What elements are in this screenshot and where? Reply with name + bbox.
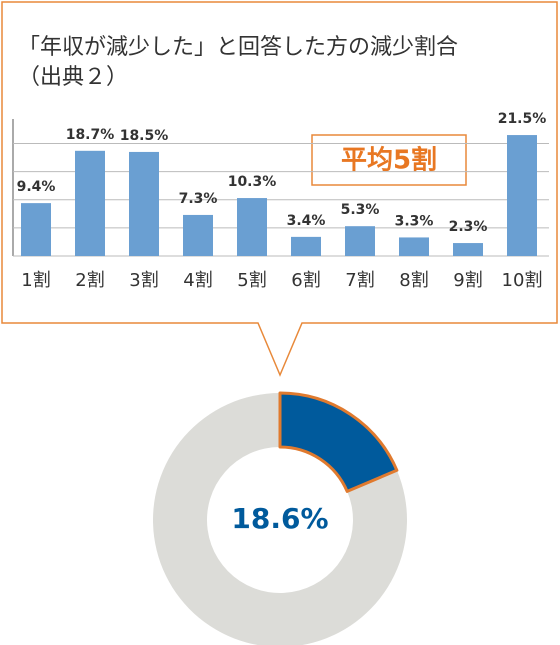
- x-tick-label: 1割: [21, 270, 50, 291]
- value-label: 7.3%: [179, 191, 218, 207]
- x-tick-label: 10割: [502, 270, 543, 291]
- value-label: 3.3%: [395, 213, 434, 229]
- annotation: 平均5割: [341, 145, 437, 176]
- bar: [507, 135, 537, 256]
- center-label: 18.6%: [231, 502, 328, 535]
- x-tick-label: 4割: [183, 270, 212, 291]
- x-tick-label: 6割: [291, 270, 320, 291]
- value-label: 9.4%: [17, 179, 56, 195]
- donut-segment: [153, 393, 407, 645]
- value-label: 10.3%: [228, 174, 277, 190]
- value-label: 2.3%: [449, 219, 488, 235]
- value-label: 21.5%: [498, 111, 547, 127]
- value-label: 5.3%: [341, 202, 380, 218]
- value-label: 3.4%: [287, 213, 326, 229]
- x-tick-label: 9割: [453, 270, 482, 291]
- bar: [453, 243, 483, 256]
- value-label: 18.7%: [66, 127, 115, 143]
- bar: [21, 203, 51, 256]
- bar: [399, 237, 429, 256]
- x-tick-label: 8割: [399, 270, 428, 291]
- bar: [75, 150, 105, 256]
- bar: [129, 151, 159, 256]
- bar: [291, 236, 321, 256]
- chart-title: 「年収が減少した」と回答した方の減少割合: [18, 35, 458, 60]
- bar: [237, 198, 267, 256]
- bar: [183, 214, 213, 256]
- bar: [345, 226, 375, 256]
- x-tick-label: 3割: [129, 270, 158, 291]
- x-tick-label: 2割: [75, 270, 104, 291]
- x-tick-label: 7割: [345, 270, 374, 291]
- value-label: 18.5%: [120, 128, 169, 144]
- x-tick-label: 5割: [237, 270, 266, 291]
- chart-subtitle: （出典２）: [18, 65, 128, 90]
- donut-segment: [278, 391, 399, 493]
- callout-box: [1, 1, 558, 377]
